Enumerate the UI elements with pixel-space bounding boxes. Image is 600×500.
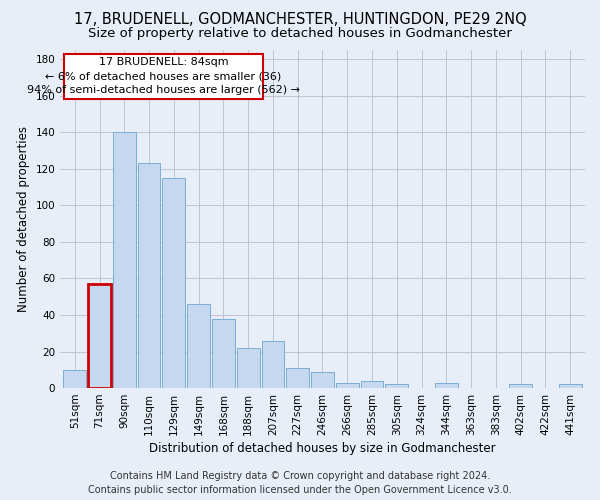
Bar: [435, 382, 458, 388]
Text: 17, BRUDENELL, GODMANCHESTER, HUNTINGDON, PE29 2NQ: 17, BRUDENELL, GODMANCHESTER, HUNTINGDON…: [74, 12, 526, 28]
Bar: [237, 348, 260, 388]
Bar: [286, 368, 309, 388]
Bar: [137, 164, 160, 388]
Bar: [163, 178, 185, 388]
Bar: [88, 284, 111, 388]
Bar: [262, 340, 284, 388]
Bar: [64, 54, 263, 100]
Text: 17 BRUDENELL: 84sqm
← 6% of detached houses are smaller (36)
94% of semi-detache: 17 BRUDENELL: 84sqm ← 6% of detached hou…: [27, 58, 300, 96]
Bar: [64, 370, 86, 388]
Bar: [509, 384, 532, 388]
Bar: [311, 372, 334, 388]
Text: Size of property relative to detached houses in Godmanchester: Size of property relative to detached ho…: [88, 28, 512, 40]
Bar: [336, 382, 359, 388]
X-axis label: Distribution of detached houses by size in Godmanchester: Distribution of detached houses by size …: [149, 442, 496, 455]
Bar: [361, 381, 383, 388]
Bar: [88, 284, 111, 388]
Bar: [559, 384, 581, 388]
Bar: [187, 304, 210, 388]
Bar: [212, 318, 235, 388]
Bar: [385, 384, 408, 388]
Text: Contains HM Land Registry data © Crown copyright and database right 2024.
Contai: Contains HM Land Registry data © Crown c…: [88, 471, 512, 495]
Y-axis label: Number of detached properties: Number of detached properties: [17, 126, 30, 312]
Bar: [113, 132, 136, 388]
